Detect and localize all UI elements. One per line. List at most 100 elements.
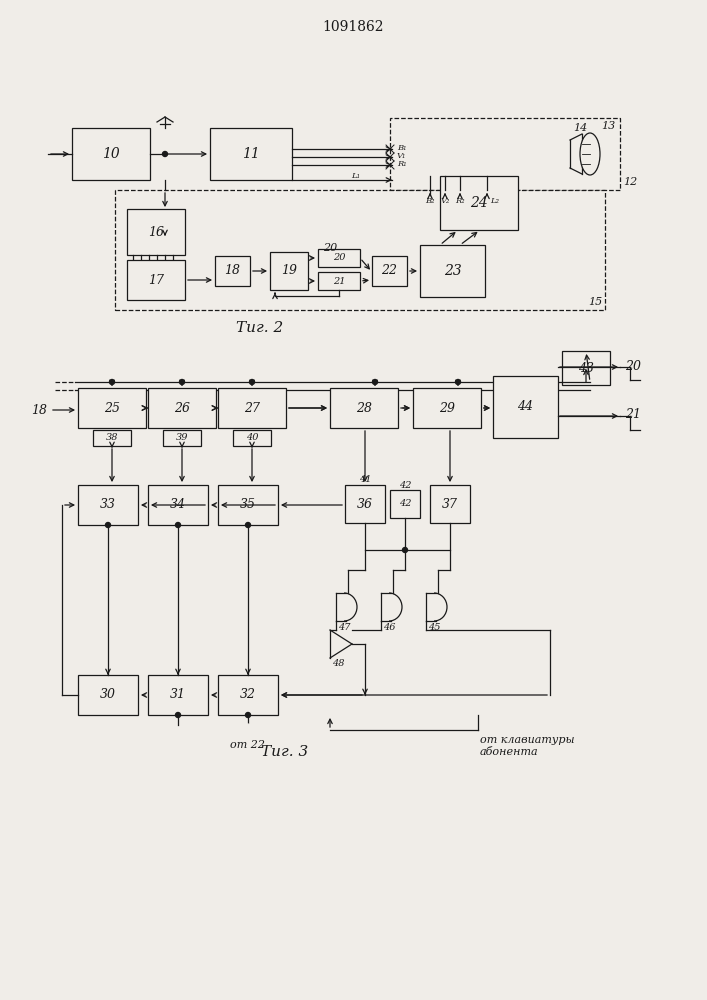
Bar [127,209,185,255]
Text: 21: 21 [333,276,345,286]
Text: 41: 41 [358,476,371,485]
Circle shape [250,379,255,384]
Text: 45: 45 [428,622,440,632]
Bar [148,485,208,525]
Circle shape [245,712,250,718]
Text: 43: 43 [578,361,594,374]
Text: 29: 29 [439,401,455,414]
Text: Τиг. 2: Τиг. 2 [236,321,284,335]
Text: 37: 37 [442,497,458,510]
Text: 44: 44 [518,400,534,414]
Bar [218,485,278,525]
Circle shape [373,379,378,384]
Bar [562,351,610,385]
Bar [163,430,201,446]
Bar [330,388,398,428]
Text: 18: 18 [31,403,47,416]
Text: 47: 47 [338,622,350,632]
Text: B₁: B₁ [397,144,407,152]
Text: 48: 48 [332,660,344,668]
Text: 33: 33 [100,498,116,512]
Circle shape [105,522,110,528]
Text: 42: 42 [399,499,411,508]
Text: L₁: L₁ [351,172,360,180]
Bar [115,190,605,310]
Text: 12: 12 [623,177,637,187]
Text: 20: 20 [625,360,641,373]
Text: 13: 13 [601,121,615,131]
Bar [72,128,150,180]
Text: 30: 30 [100,688,116,702]
Circle shape [175,712,180,718]
Bar [420,245,485,297]
Text: 19: 19 [281,264,297,277]
Text: 35: 35 [240,498,256,512]
Bar [148,388,216,428]
Bar [270,252,308,290]
Ellipse shape [580,133,600,175]
Bar [127,260,185,300]
Text: 34: 34 [170,498,186,512]
Text: 25: 25 [104,401,120,414]
Text: 16: 16 [148,226,164,238]
Bar [78,675,138,715]
Bar [390,490,420,518]
Text: 40: 40 [246,434,258,442]
Circle shape [402,548,407,552]
Bar [430,485,470,523]
Bar [413,388,481,428]
Text: Τиг. 3: Τиг. 3 [262,745,309,759]
Bar [318,249,360,267]
Text: 31: 31 [170,688,186,702]
Bar [215,256,250,286]
Text: 22: 22 [382,264,397,277]
Text: 10: 10 [102,147,120,161]
Text: 24: 24 [470,196,488,210]
Circle shape [175,522,180,528]
Circle shape [245,522,250,528]
Bar [493,376,558,438]
Bar [218,388,286,428]
Circle shape [245,724,251,730]
Text: 39: 39 [176,434,188,442]
Bar [372,256,407,286]
Bar [233,430,271,446]
Text: 42: 42 [399,481,411,489]
Text: 11: 11 [242,147,260,161]
Text: 15: 15 [588,297,602,307]
Bar [78,388,146,428]
Text: 17: 17 [148,273,164,286]
Text: 23: 23 [443,264,462,278]
Bar [345,485,385,523]
Text: 1091862: 1091862 [322,20,384,34]
Text: 28: 28 [356,401,372,414]
Bar [148,675,208,715]
Circle shape [180,379,185,384]
Text: V₁: V₁ [397,152,407,160]
Text: 36: 36 [357,497,373,510]
Text: 27: 27 [244,401,260,414]
Text: 38: 38 [106,434,118,442]
Bar [210,128,292,180]
Text: 14: 14 [573,123,587,133]
Bar [440,176,518,230]
Circle shape [110,379,115,384]
Bar [78,485,138,525]
Text: 21: 21 [625,408,641,420]
Text: 26: 26 [174,401,190,414]
Text: от 22: от 22 [230,740,266,750]
Text: 18: 18 [225,264,240,277]
Bar [93,430,131,446]
Text: R₁: R₁ [397,160,407,168]
Bar [218,675,278,715]
Text: L₂: L₂ [490,197,499,205]
Text: 46: 46 [382,622,395,632]
Circle shape [163,151,168,156]
Bar [390,118,620,190]
Text: 20: 20 [333,253,345,262]
Text: 20: 20 [323,243,337,253]
Text: V₂: V₂ [440,197,450,205]
Text: 32: 32 [240,688,256,702]
Circle shape [455,379,460,384]
Text: B₂: B₂ [425,197,435,205]
